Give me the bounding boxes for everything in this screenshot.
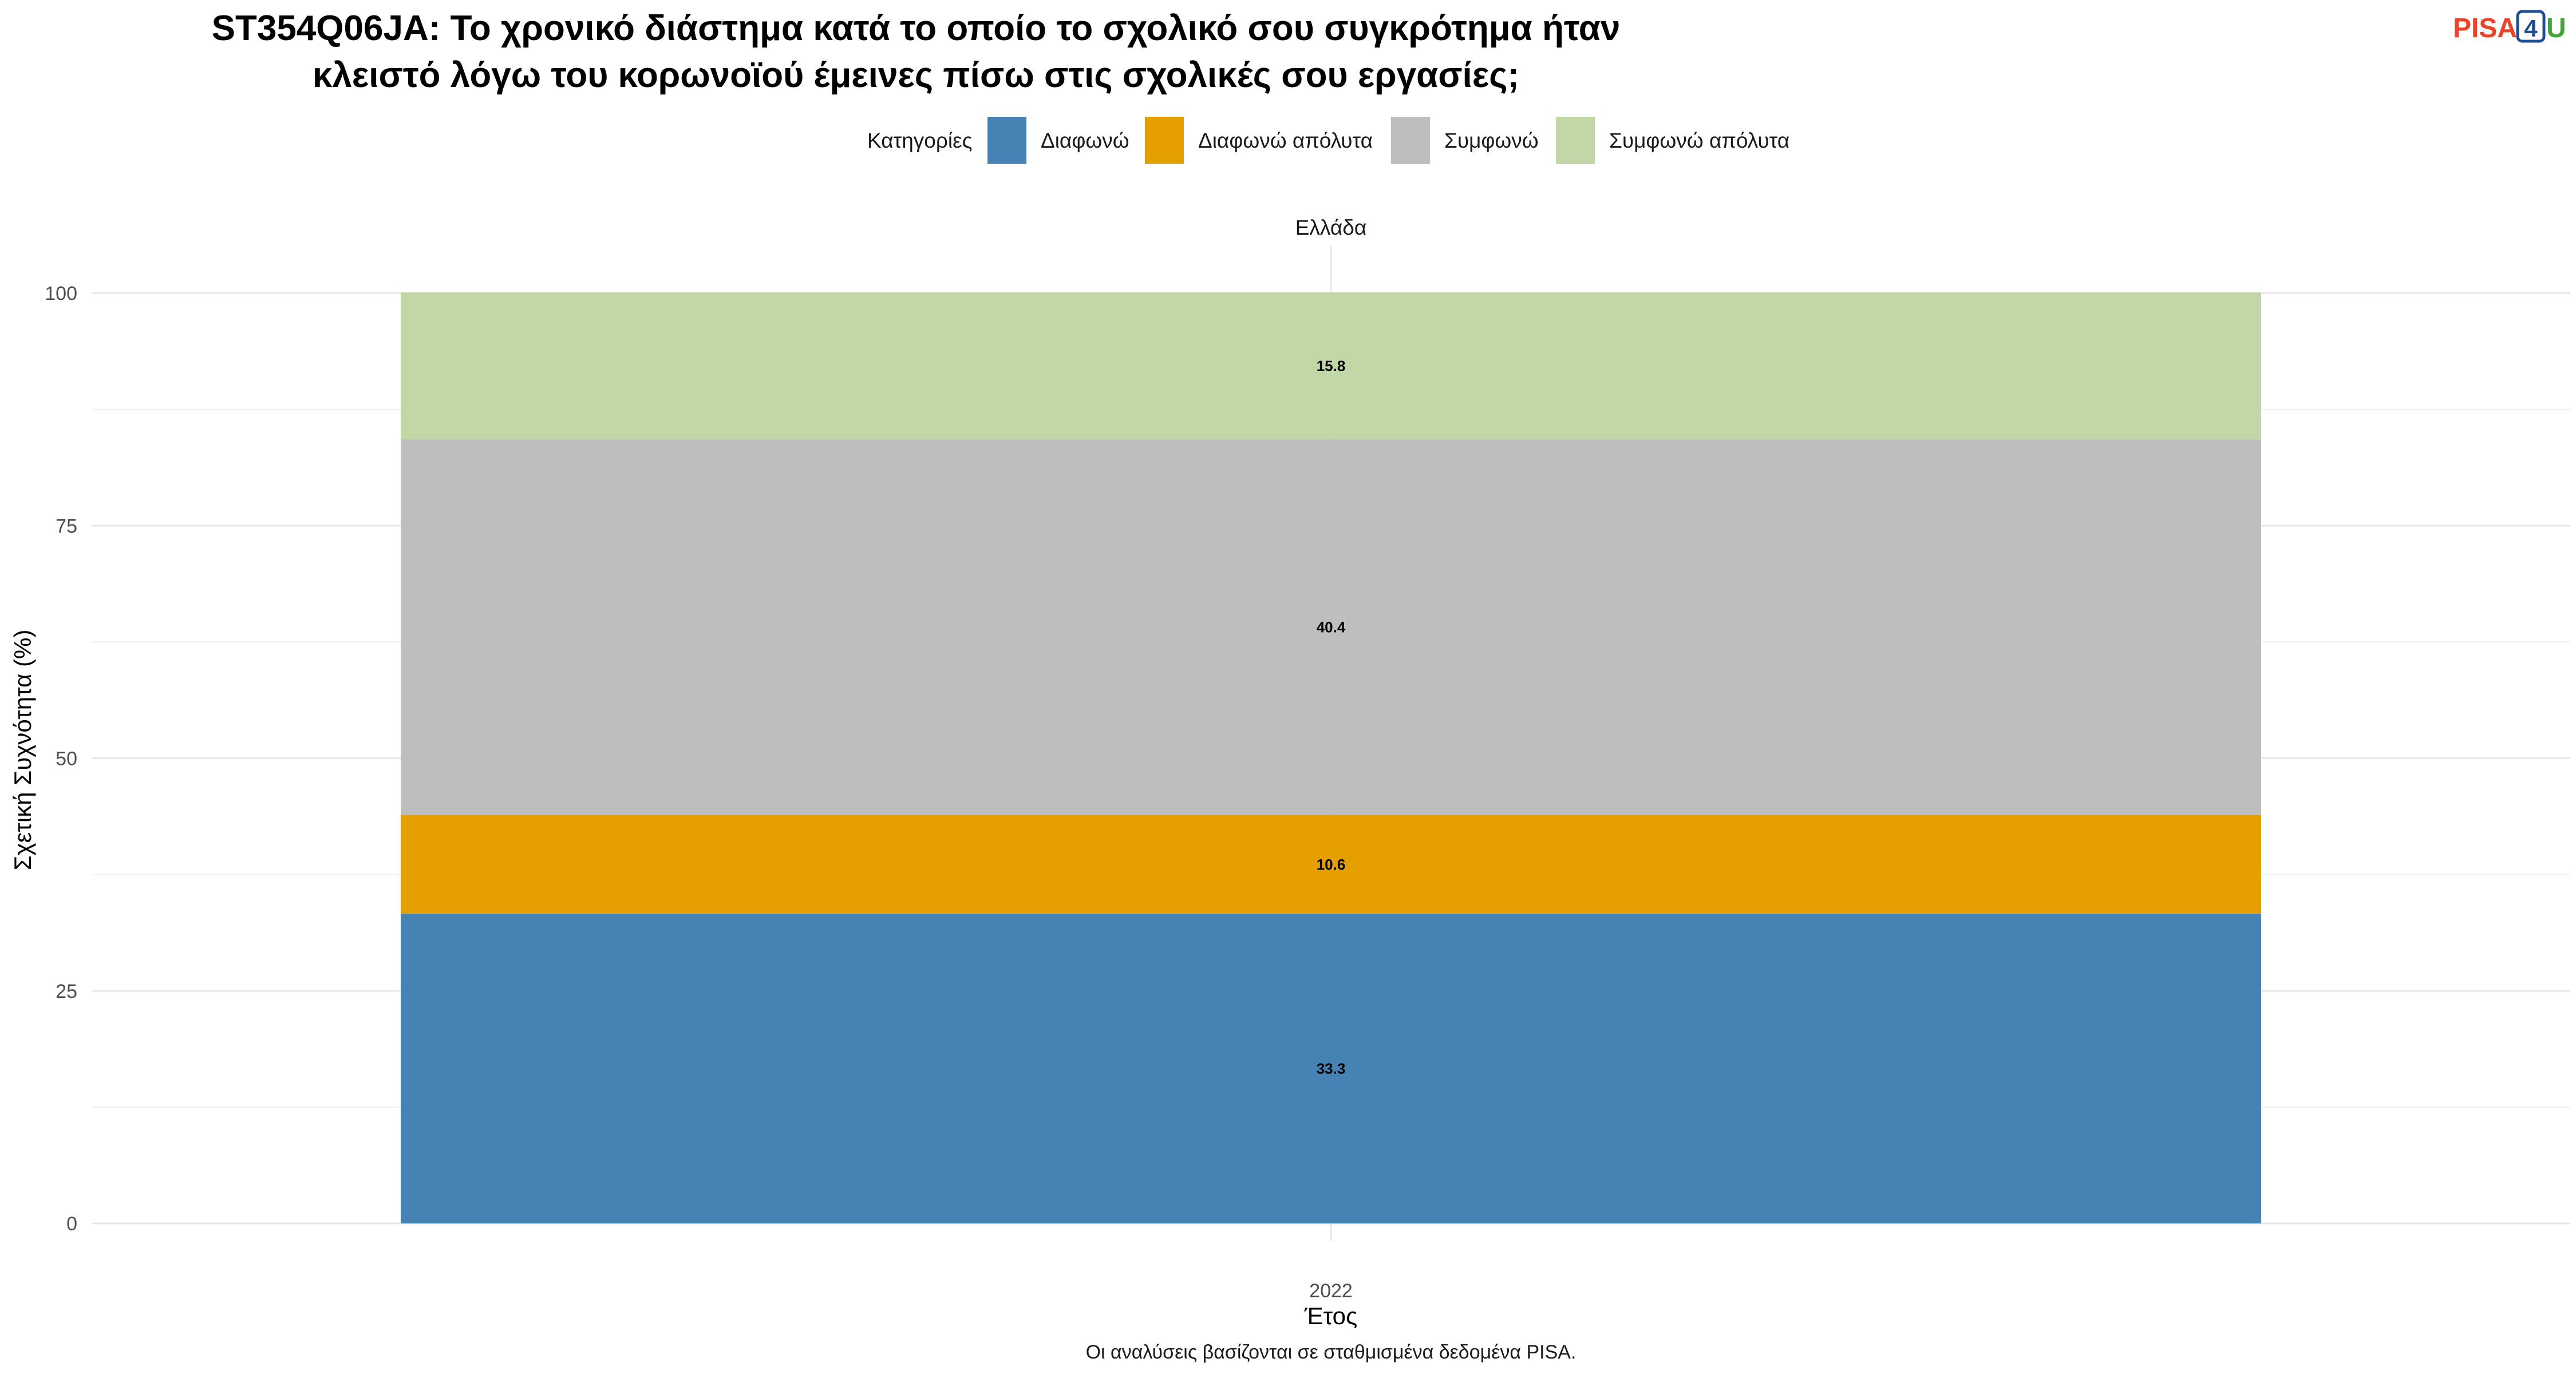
facet-label: Ελλάδα <box>1295 216 1367 239</box>
bar-segment-4 <box>401 292 2261 440</box>
bar-segment-3 <box>401 439 2261 815</box>
legend-label-4: Συμφωνώ απόλυτα <box>1609 129 1789 152</box>
x-tick-label: 2022 <box>1309 1280 1353 1302</box>
x-axis-title: Έτος <box>1304 1302 1358 1329</box>
bar-value-label: 15.8 <box>1317 357 1346 374</box>
chart-title-line-1: ST354Q06JA: Το χρονικό διάστημα κατά το … <box>212 9 1621 48</box>
logo-box-4 <box>2516 10 2546 43</box>
y-axis-title: Σχετική Συχνότητα (%) <box>9 630 36 871</box>
bar-value-label: 40.4 <box>1317 618 1346 635</box>
chart-title-line-2: κλειστό λόγω του κορωνοϊού έμεινες πίσω … <box>313 56 1519 95</box>
legend-label-3: Συμφωνώ <box>1444 129 1539 152</box>
legend-key-1 <box>987 117 1026 164</box>
bar-value-label: 10.6 <box>1317 856 1346 873</box>
logo-text-pisa: PISA <box>2453 13 2517 44</box>
legend-key-2 <box>1145 117 1184 164</box>
y-tick-label: 75 <box>56 515 77 537</box>
chart-caption: Οι αναλύσεις βασίζονται σε σταθμισμένα δ… <box>1086 1341 1577 1363</box>
logo-text-u: U <box>2546 13 2566 44</box>
bar-segment-1 <box>401 913 2261 1223</box>
legend-key-3 <box>1391 117 1430 164</box>
y-tick-label: 25 <box>56 981 77 1002</box>
legend-label-2: Διαφωνώ απόλυτα <box>1198 129 1373 152</box>
logo-text-4: 4 <box>2524 15 2538 42</box>
x-axis-ticks: 2022 <box>1309 1280 1353 1302</box>
bars: 33.3 10.6 40.4 15.8 <box>401 292 2261 1223</box>
pisa4u-logo: PISA 4 U <box>2453 10 2566 44</box>
legend-label-1: Διαφωνώ <box>1041 129 1129 152</box>
legend: Κατηγορίες Διαφωνώ Διαφωνώ απόλυτα Συμφωνώ… <box>867 117 1789 164</box>
y-tick-label: 100 <box>45 283 77 305</box>
legend-title: Κατηγορίες <box>867 129 972 152</box>
bar-segment-2 <box>401 815 2261 914</box>
y-tick-label: 0 <box>66 1213 77 1235</box>
bar-value-label: 33.3 <box>1317 1060 1346 1077</box>
y-axis-ticks: 0 25 50 75 100 <box>45 283 77 1235</box>
y-tick-label: 50 <box>56 748 77 770</box>
legend-key-4 <box>1556 117 1595 164</box>
